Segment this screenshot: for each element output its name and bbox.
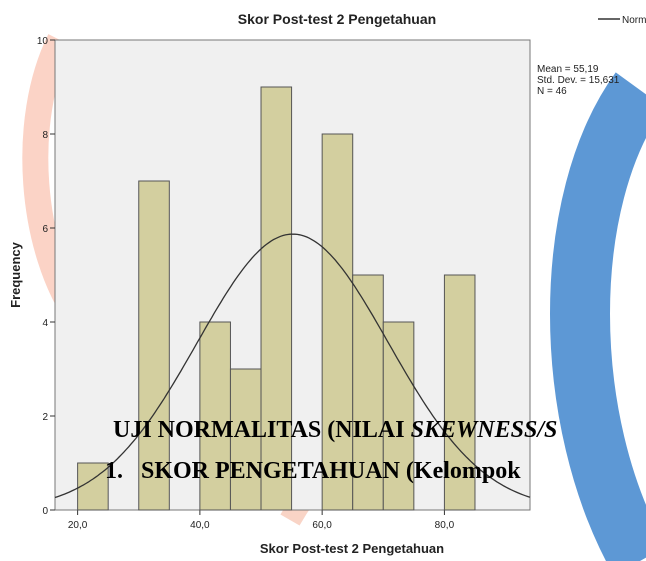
stat-mean: Mean = 55,19 xyxy=(537,64,599,75)
y-tick-label: 2 xyxy=(42,412,48,423)
x-tick-label: 40,0 xyxy=(190,520,210,531)
x-axis-label: Skor Post-test 2 Pengetahuan xyxy=(260,541,444,556)
overlay-heading: UJI NORMALITAS (NILAI SKEWNESS/S xyxy=(113,417,557,443)
heading-text: UJI NORMALITAS (NILAI xyxy=(113,417,411,443)
x-tick-label: 60,0 xyxy=(312,520,332,531)
chart: Skor Post-test 2 Pengetahuan Skor Post-t… xyxy=(0,0,646,561)
stat-n: N = 46 xyxy=(537,86,567,97)
x-tick-label: 80,0 xyxy=(435,520,455,531)
bar xyxy=(261,87,292,510)
chart-title: Skor Post-test 2 Pengetahuan xyxy=(238,11,436,27)
legend-label: Normal xyxy=(622,15,646,26)
y-tick-label: 0 xyxy=(42,506,48,517)
y-axis-label: Frequency xyxy=(8,241,23,308)
y-tick-label: 10 xyxy=(37,36,49,47)
bar xyxy=(322,134,353,510)
bar xyxy=(78,463,109,510)
page: Skor Post-test 2 Pengetahuan Skor Post-t… xyxy=(0,0,646,561)
y-tick-label: 8 xyxy=(42,130,48,141)
x-tick-label: 20,0 xyxy=(68,520,88,531)
watermark-arc xyxy=(580,90,640,561)
stat-std: Std. Dev. = 15,631 xyxy=(537,75,620,86)
y-tick-label: 6 xyxy=(42,224,48,235)
y-tick-label: 4 xyxy=(42,318,48,329)
heading-italic: SKEWNESS/S xyxy=(411,417,558,443)
overlay-item: 1. SKOR PENGETAHUAN (Kelompok xyxy=(105,458,521,484)
